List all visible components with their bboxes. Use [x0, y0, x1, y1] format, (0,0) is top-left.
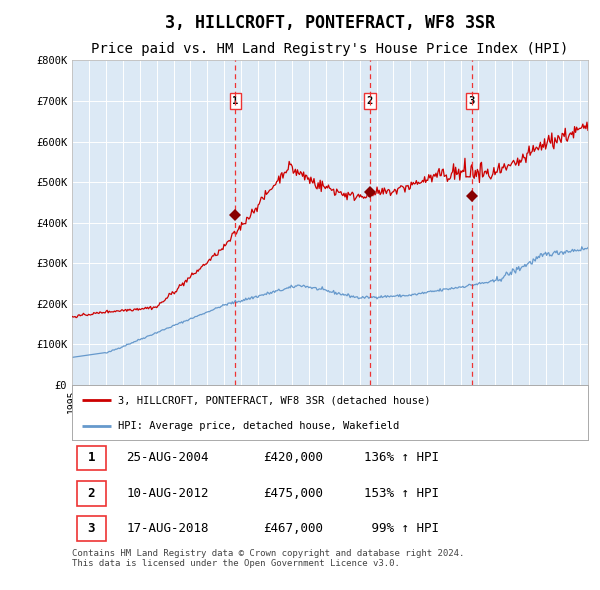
Text: 1: 1 [88, 451, 95, 464]
Text: 3, HILLCROFT, PONTEFRACT, WF8 3SR: 3, HILLCROFT, PONTEFRACT, WF8 3SR [165, 14, 495, 32]
Text: £420,000: £420,000 [263, 451, 323, 464]
Text: 3, HILLCROFT, PONTEFRACT, WF8 3SR (detached house): 3, HILLCROFT, PONTEFRACT, WF8 3SR (detac… [118, 395, 431, 405]
Text: 153% ↑ HPI: 153% ↑ HPI [364, 487, 439, 500]
FancyBboxPatch shape [77, 445, 106, 470]
Text: 25-AUG-2004: 25-AUG-2004 [126, 451, 209, 464]
Text: 2: 2 [88, 487, 95, 500]
Text: 136% ↑ HPI: 136% ↑ HPI [364, 451, 439, 464]
Text: Price paid vs. HM Land Registry's House Price Index (HPI): Price paid vs. HM Land Registry's House … [91, 42, 569, 55]
Text: 1: 1 [232, 96, 238, 106]
Text: 2: 2 [367, 96, 373, 106]
Text: 3: 3 [469, 96, 475, 106]
Text: 99% ↑ HPI: 99% ↑ HPI [364, 522, 439, 535]
Text: 3: 3 [88, 522, 95, 535]
FancyBboxPatch shape [77, 481, 106, 506]
Text: Contains HM Land Registry data © Crown copyright and database right 2024.
This d: Contains HM Land Registry data © Crown c… [72, 549, 464, 568]
Text: 17-AUG-2018: 17-AUG-2018 [126, 522, 209, 535]
Text: HPI: Average price, detached house, Wakefield: HPI: Average price, detached house, Wake… [118, 421, 400, 431]
Text: 10-AUG-2012: 10-AUG-2012 [126, 487, 209, 500]
Text: £475,000: £475,000 [263, 487, 323, 500]
FancyBboxPatch shape [77, 516, 106, 541]
Text: £467,000: £467,000 [263, 522, 323, 535]
